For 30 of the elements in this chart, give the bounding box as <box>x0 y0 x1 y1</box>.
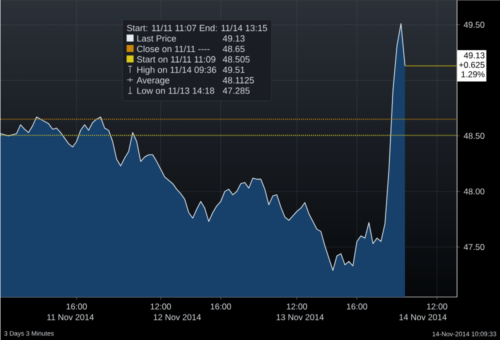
annotation: 49.51 <box>222 66 245 73</box>
y-tick-label: 49.50 <box>464 22 484 28</box>
text: 11 Nov 2014 <box>47 314 94 320</box>
text: +0.625 <box>459 62 484 68</box>
annotation: Close on 11/11 ---- <box>137 45 210 52</box>
x-tick-label: 12:00 <box>150 303 171 310</box>
annotation: Start on 11/11 11:09 <box>136 56 216 62</box>
text: 12 Nov 2014 <box>154 314 201 320</box>
annotation: 47.285 <box>222 87 250 94</box>
annotation: 48.1125 <box>222 76 254 84</box>
text: 1.29% <box>462 71 485 78</box>
annotation: 49.13 <box>222 35 245 42</box>
annotation: High on 11/14 09:36 <box>137 66 216 75</box>
text: 49.13 <box>464 52 484 58</box>
x-tick-label: 12:00 <box>427 303 448 310</box>
x-tick-label: 16:00 <box>346 303 368 310</box>
text: 13 Nov 2014 <box>276 314 324 320</box>
annotation: 48.505 <box>222 56 250 62</box>
y-tick-label: 47.50 <box>464 244 484 250</box>
y-tick-label: 48.00 <box>464 188 484 194</box>
x-tick-label: 16:00 <box>210 303 232 310</box>
annotation: 48.65 <box>222 46 245 52</box>
annotation: Low on 11/13 14:18 <box>137 87 214 94</box>
y-tick-label: 48.50 <box>464 132 484 139</box>
annotation: Average <box>136 77 170 86</box>
legend-label: Last Price <box>137 34 176 42</box>
x-tick-label: 16:00 <box>66 303 87 310</box>
legend-title: Start: 11/11 11:07 End: 11/14 13:15 <box>126 24 268 32</box>
text: 14 Nov 2014 <box>399 314 447 320</box>
x-tick-label: 12:00 <box>286 303 308 310</box>
